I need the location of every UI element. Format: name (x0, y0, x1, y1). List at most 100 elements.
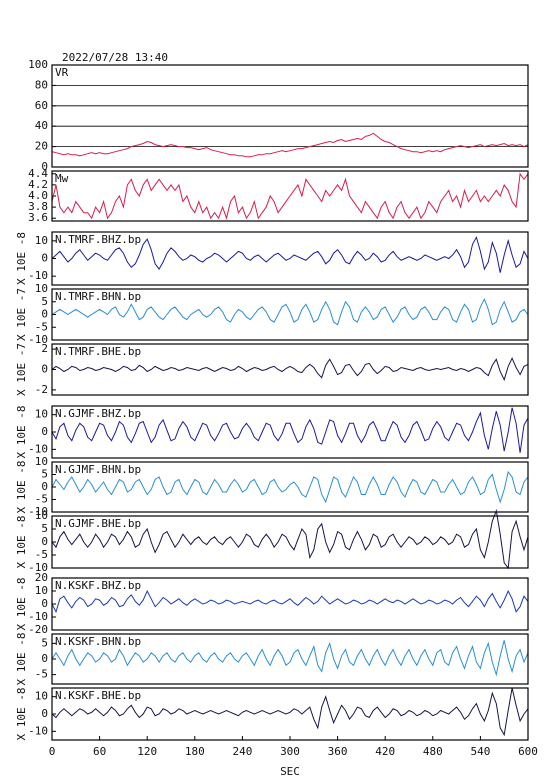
y-tick-label: -5 (35, 548, 48, 561)
panel-frame (51, 343, 529, 396)
waveform (51, 172, 529, 220)
panel-label: N.TMRF.BHN.bp (55, 290, 141, 303)
panel-label: N.GJMF.BHN.bp (55, 463, 141, 476)
y-tick-label: -10 (28, 333, 48, 346)
y-tick-label: 5 (41, 468, 48, 481)
y-tick-label: 10 (35, 690, 48, 703)
panel-label: Mw (55, 172, 69, 185)
y-axis-label: X 10E -8 (15, 688, 28, 741)
y-tick-label: -10 (28, 610, 48, 623)
y-tick-label: 4.0 (28, 189, 48, 202)
y-tick-label: 10 (35, 234, 48, 247)
y-tick-label: 0 (41, 652, 48, 665)
y-tick-label: 5 (41, 522, 48, 535)
y-tick-label: 0 (41, 535, 48, 548)
x-tick-label: 480 (423, 745, 443, 758)
y-tick-label: -10 (28, 269, 48, 282)
y-tick-label: 100 (28, 58, 48, 71)
panel-label: VR (55, 66, 69, 79)
panel-frame (51, 633, 529, 685)
x-tick-label: 240 (232, 745, 252, 758)
y-tick-label: 3.8 (28, 200, 48, 213)
y-tick-label: 5 (41, 636, 48, 649)
panel-frame (51, 64, 529, 168)
waveform (51, 589, 529, 614)
x-tick-label: 360 (328, 745, 348, 758)
y-tick-label: 20 (35, 140, 48, 153)
x-tick-label: 420 (375, 745, 395, 758)
x-tick-label: 600 (518, 745, 538, 758)
y-tick-label: 80 (35, 78, 48, 91)
waveform (51, 132, 529, 158)
y-axis-label: X 10E -7 (15, 288, 28, 341)
x-tick-label: 300 (280, 745, 300, 758)
waveform (51, 640, 529, 677)
x-tick-label: 60 (93, 745, 106, 758)
y-tick-label: -10 (28, 442, 48, 455)
y-tick-label: -10 (28, 561, 48, 574)
timestamp: 2022/07/28 13:40 (62, 51, 168, 64)
panel-frame (51, 405, 529, 459)
panel-frame (51, 577, 529, 631)
y-tick-label: 4.2 (28, 178, 48, 191)
y-tick-label: 0 (41, 363, 48, 376)
panel-frame (51, 461, 529, 513)
y-tick-label: 40 (35, 119, 48, 132)
panel-label: N.TMRF.BHZ.bp (55, 233, 141, 246)
x-axis-label: SEC (280, 765, 300, 778)
y-tick-label: -2 (35, 383, 48, 396)
y-axis-label: X 10E -8 (15, 232, 28, 285)
y-tick-label: 0 (41, 308, 48, 321)
y-tick-label: -10 (28, 724, 48, 737)
y-axis-label: X 10E -7 (15, 343, 28, 396)
y-tick-label: 2 (41, 342, 48, 355)
waveform (51, 235, 529, 273)
y-axis-label: X 10E -8 (15, 461, 28, 514)
panel-label: N.GJMF.BHE.bp (55, 517, 141, 530)
y-tick-label: 0 (41, 252, 48, 265)
y-tick-label: 10 (35, 509, 48, 522)
panel-label: N.TMRF.BHE.bp (55, 345, 141, 358)
waveform (51, 297, 529, 326)
y-tick-label: -5 (35, 320, 48, 333)
y-tick-label: 0 (41, 425, 48, 438)
y-axis-label: X 10E -8 (15, 633, 28, 686)
y-tick-label: -5 (35, 668, 48, 681)
y-tick-label: 0 (41, 480, 48, 493)
y-tick-label: 0 (41, 597, 48, 610)
waveform (51, 357, 529, 382)
y-axis-label: X 10E -8 (15, 406, 28, 459)
panel-label: N.KSKF.BHE.bp (55, 689, 141, 702)
x-tick-label: 120 (137, 745, 157, 758)
panel-frame (51, 515, 529, 569)
y-tick-label: 20 (35, 571, 48, 584)
y-tick-label: -5 (35, 493, 48, 506)
panel-frame (51, 231, 529, 286)
y-tick-label: 0 (41, 160, 48, 173)
waveform (51, 687, 529, 737)
panel-frame (51, 288, 529, 341)
y-axis-label: X 10E -8 (15, 578, 28, 631)
x-tick-label: 180 (185, 745, 205, 758)
y-tick-label: -10 (28, 505, 48, 518)
y-tick-label: 3.6 (28, 211, 48, 224)
panel-label: N.KSKF.BHZ.bp (55, 579, 141, 592)
y-tick-label: 10 (35, 455, 48, 468)
panel-label: N.GJMF.BHZ.bp (55, 407, 141, 420)
waveform (51, 470, 529, 504)
y-tick-label: 10 (35, 408, 48, 421)
y-tick-label: 5 (41, 295, 48, 308)
panel-frame (51, 170, 529, 222)
y-axis-label: X 10E -8 (15, 516, 28, 569)
y-tick-label: 10 (35, 584, 48, 597)
y-tick-label: 0 (41, 707, 48, 720)
x-tick-label: 0 (49, 745, 56, 758)
x-tick-label: 540 (470, 745, 490, 758)
y-tick-label: 4.4 (28, 167, 48, 180)
waveform (51, 407, 529, 453)
y-tick-label: 60 (35, 99, 48, 112)
y-tick-label: -20 (28, 623, 48, 636)
y-tick-label: 10 (35, 282, 48, 295)
panel-label: N.KSKF.BHN.bp (55, 635, 141, 648)
